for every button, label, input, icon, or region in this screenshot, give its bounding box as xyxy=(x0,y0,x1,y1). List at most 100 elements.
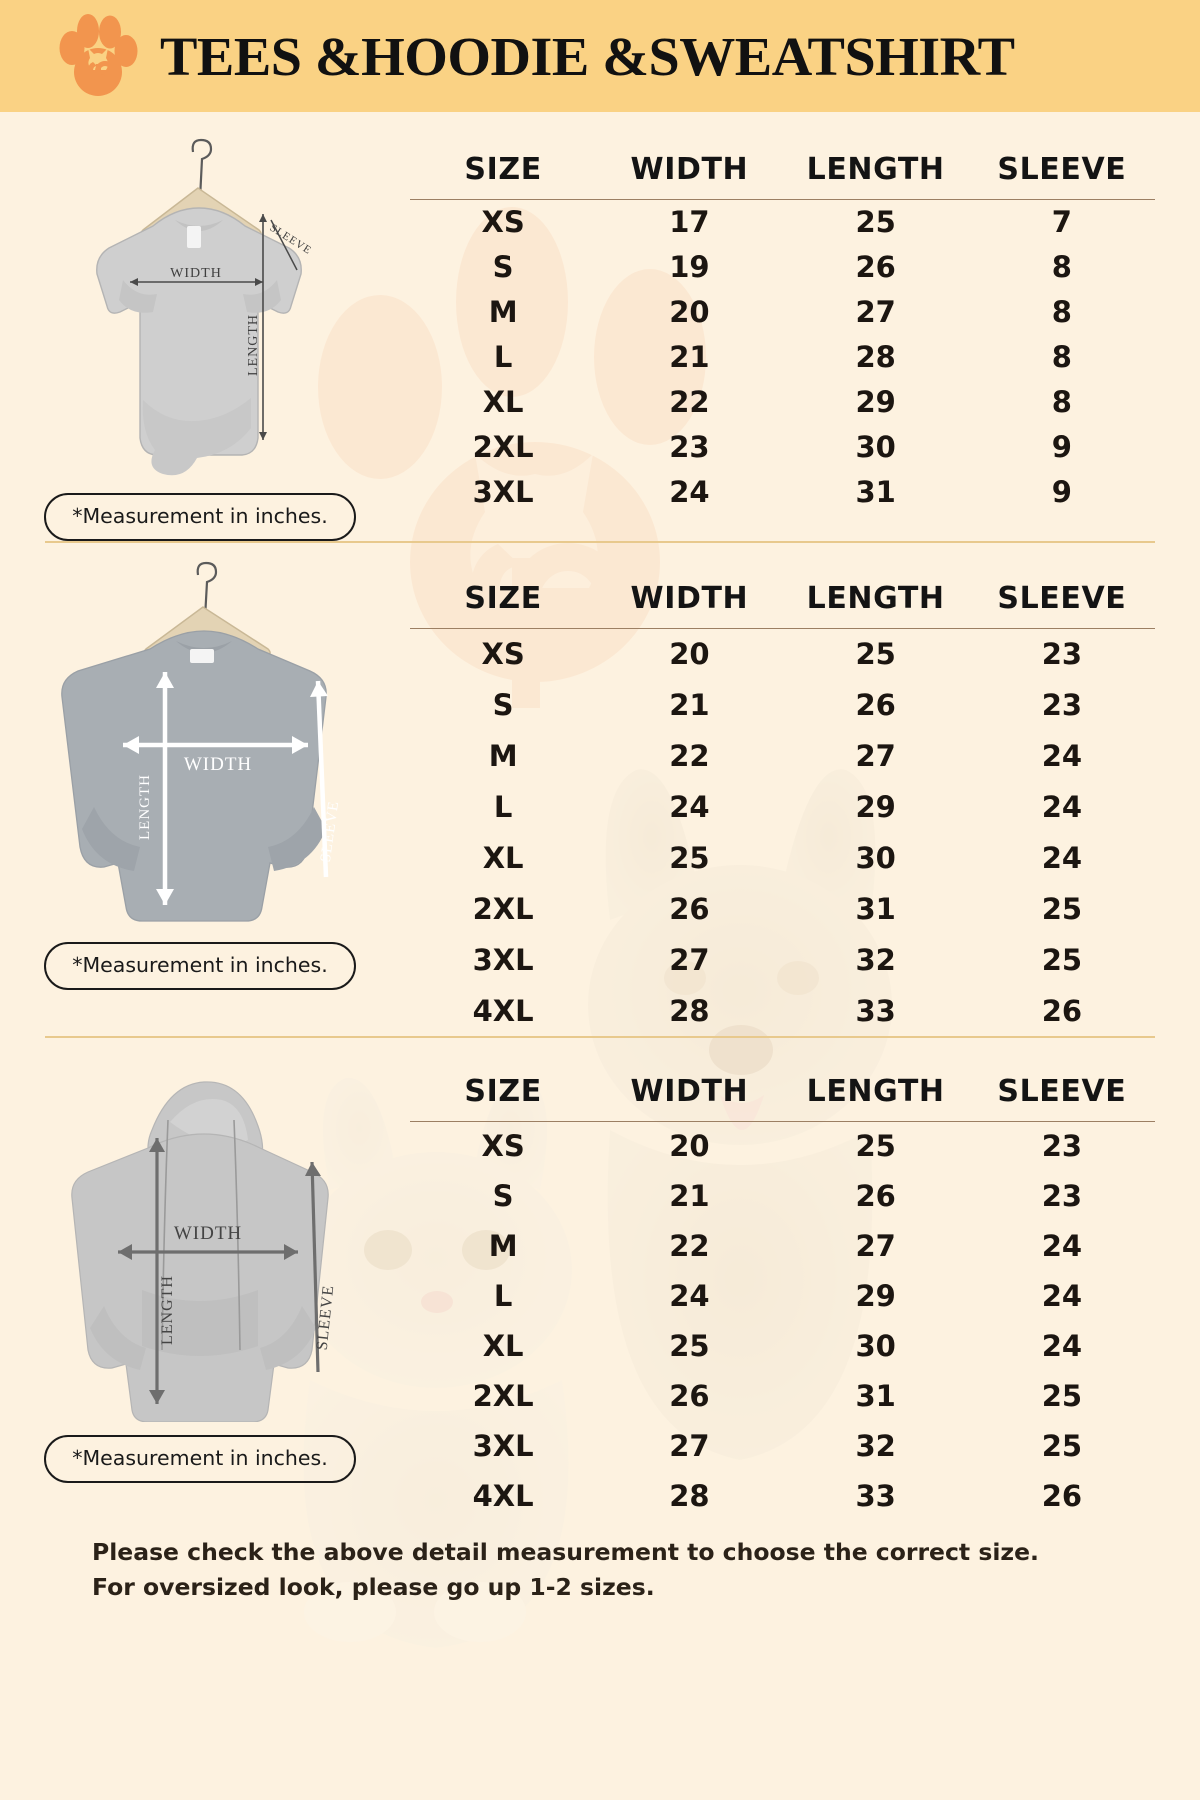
cell-sleeve: 24 xyxy=(1041,1329,1083,1363)
table-row: L 24 29 24 xyxy=(410,781,1155,832)
cell-width: 24 xyxy=(669,1279,710,1313)
column-header-length: LENGTH xyxy=(806,580,945,616)
sweatshirt-size-table: SIZE WIDTH LENGTH SLEEVE XS 20 25 23 S 21 26 23… xyxy=(410,581,1155,1037)
cell-sleeve: 26 xyxy=(1041,993,1083,1028)
cell-length: 33 xyxy=(855,993,896,1028)
table-row: XL 25 30 24 xyxy=(410,1321,1155,1371)
footer-line-1: Please check the above detail measuremen… xyxy=(92,1538,1039,1566)
cell-width: 21 xyxy=(669,1179,710,1213)
cell-width: 17 xyxy=(669,205,710,240)
table-header-row: SIZE WIDTH LENGTH SLEEVE xyxy=(410,1073,1155,1121)
cell-size: 3XL xyxy=(472,942,534,977)
cell-width: 28 xyxy=(669,1479,710,1513)
cell-size: L xyxy=(493,1279,513,1313)
cell-sleeve: 24 xyxy=(1041,738,1083,773)
cell-size: M xyxy=(488,738,518,773)
table-row: L 21 28 8 xyxy=(410,335,1155,380)
section-tee: WIDTH LENGTH SLEEVE *Measurement in inch… xyxy=(0,112,1200,541)
tshirt-on-hanger-icon: WIDTH LENGTH SLEEVE xyxy=(35,130,365,485)
cell-length: 32 xyxy=(855,1429,896,1463)
cell-length: 27 xyxy=(855,295,896,329)
sweatshirt-illustration-column: WIDTH LENGTH SLEEVE *Measurement in inch… xyxy=(0,557,400,990)
cell-sleeve: 23 xyxy=(1041,636,1083,671)
cell-sleeve: 23 xyxy=(1041,1179,1083,1213)
table-row: S 21 26 23 xyxy=(410,679,1155,730)
cell-width: 25 xyxy=(669,1329,710,1363)
cell-size: 3XL xyxy=(472,475,534,509)
table-row: M 22 27 24 xyxy=(410,1221,1155,1271)
cell-size: 2XL xyxy=(472,891,534,926)
table-row: 3XL 24 31 9 xyxy=(410,470,1155,515)
cell-size: M xyxy=(488,1229,518,1263)
cell-width: 22 xyxy=(669,738,710,773)
cell-sleeve: 8 xyxy=(1051,385,1072,419)
cell-size: L xyxy=(493,340,513,374)
table-row: XS 20 25 23 xyxy=(410,1121,1155,1171)
cell-length: 25 xyxy=(855,1129,896,1164)
cell-length: 26 xyxy=(855,250,896,284)
cell-size: XS xyxy=(481,636,525,671)
page-header: TEES &HOODIE &SWEATSHIRT xyxy=(0,0,1200,112)
hoodie-icon: WIDTH LENGTH SLEEVE xyxy=(30,1052,370,1427)
table-row: 3XL 27 32 25 xyxy=(410,1421,1155,1471)
paw-print-logo-icon xyxy=(50,10,142,102)
cell-sleeve: 9 xyxy=(1051,430,1072,464)
cell-length: 29 xyxy=(855,789,896,824)
size-chart-content: WIDTH LENGTH SLEEVE *Measurement in inch… xyxy=(0,112,1200,1605)
table-row: XS 20 25 23 xyxy=(410,628,1155,679)
cell-size: 2XL xyxy=(472,1379,534,1413)
column-header-sleeve: SLEEVE xyxy=(997,1073,1127,1109)
section-divider-2 xyxy=(45,1036,1155,1038)
column-header-length: LENGTH xyxy=(806,1073,945,1109)
cell-length: 31 xyxy=(855,891,896,926)
cell-width: 28 xyxy=(669,993,710,1028)
cell-width: 23 xyxy=(669,430,710,464)
cell-width: 27 xyxy=(669,1429,710,1463)
column-header-width: WIDTH xyxy=(630,1073,749,1109)
column-header-width: WIDTH xyxy=(630,580,749,616)
cell-length: 25 xyxy=(855,205,896,240)
sweatshirt-inches-badge: *Measurement in inches. xyxy=(44,941,356,990)
section-sweatshirt: WIDTH LENGTH SLEEVE *Measurement in inch… xyxy=(0,543,1200,1037)
tee-table-body: XS 17 25 7 S 19 26 8 M 20 27 8 L 21 28 8 XL 22 29 8 2XL 23 30 9… xyxy=(410,200,1155,515)
section-divider-1 xyxy=(45,541,1155,543)
cell-size: XL xyxy=(482,840,524,875)
table-row: L 24 29 24 xyxy=(410,1271,1155,1321)
cell-size: S xyxy=(492,687,514,722)
tee-inches-badge: *Measurement in inches. xyxy=(44,493,356,541)
cell-sleeve: 24 xyxy=(1041,1279,1083,1313)
cell-sleeve: 24 xyxy=(1041,840,1083,875)
column-header-length: LENGTH xyxy=(806,152,945,187)
sweatshirt-table-body: XS 20 25 23 S 21 26 23 M 22 27 24 L 24 29 24 XL 25 30 24 2XL… xyxy=(410,628,1155,1036)
sweatshirt-length-label: LENGTH xyxy=(137,774,153,840)
sweatshirt-width-label: WIDTH xyxy=(184,754,252,775)
cell-length: 25 xyxy=(855,636,896,671)
cell-size: XS xyxy=(481,205,525,240)
column-header-width: WIDTH xyxy=(630,152,749,187)
cell-length: 30 xyxy=(855,1329,896,1363)
cell-width: 24 xyxy=(669,475,710,509)
cell-length: 32 xyxy=(855,942,896,977)
footer-note: Please check the above detail measuremen… xyxy=(0,1521,1200,1605)
tee-width-label: WIDTH xyxy=(170,266,222,281)
table-row: M 20 27 8 xyxy=(410,290,1155,335)
cell-sleeve: 8 xyxy=(1051,250,1072,284)
column-header-size: SIZE xyxy=(464,152,542,187)
table-row: 2XL 26 31 25 xyxy=(410,883,1155,934)
cell-size: 4XL xyxy=(472,993,534,1028)
hoodie-table-body: XS 20 25 23 S 21 26 23 M 22 27 24 L 24 29 24 XL 25 30 24 2XL… xyxy=(410,1121,1155,1521)
tee-size-table: SIZE WIDTH LENGTH SLEEVE XS 17 25 7 S 19 26 8 M 2… xyxy=(410,152,1155,515)
cell-length: 28 xyxy=(855,340,896,374)
table-row: 4XL 28 33 26 xyxy=(410,985,1155,1036)
cell-sleeve: 23 xyxy=(1041,1129,1083,1164)
table-row: XL 22 29 8 xyxy=(410,380,1155,425)
tee-length-label: LENGTH xyxy=(246,314,261,376)
cell-width: 24 xyxy=(669,789,710,824)
hoodie-inches-badge: *Measurement in inches. xyxy=(44,1434,356,1483)
section-hoodie: WIDTH LENGTH SLEEVE *Measurement in inch… xyxy=(0,1038,1200,1522)
cell-width: 27 xyxy=(669,942,710,977)
column-header-sleeve: SLEEVE xyxy=(997,580,1127,616)
cell-length: 27 xyxy=(855,738,896,773)
cell-sleeve: 26 xyxy=(1041,1479,1083,1513)
cell-size: XL xyxy=(482,1329,524,1363)
